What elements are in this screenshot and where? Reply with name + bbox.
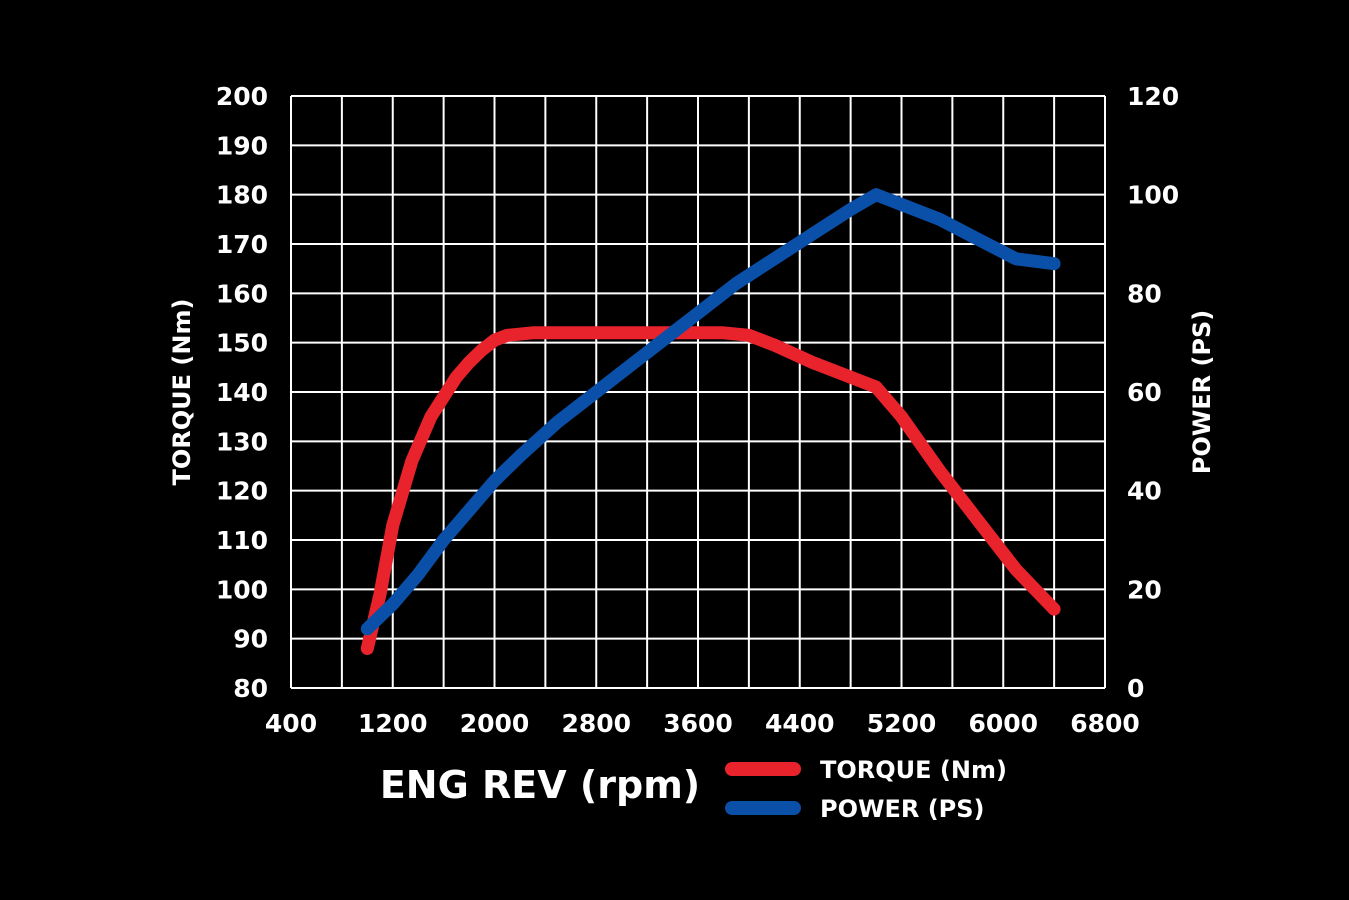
x-tick-label: 2800 bbox=[561, 709, 631, 738]
legend: TORQUE (Nm) POWER (PS) bbox=[725, 756, 1007, 823]
y-left-axis-title: TORQUE (Nm) bbox=[168, 299, 196, 486]
x-tick-label: 6800 bbox=[1070, 709, 1140, 738]
y-left-tick-label: 180 bbox=[216, 181, 268, 210]
y-right-tick-label: 120 bbox=[1127, 82, 1179, 111]
y-right-tick-label: 40 bbox=[1127, 477, 1162, 506]
y-right-tick-label: 80 bbox=[1127, 279, 1162, 308]
grid bbox=[290, 95, 1106, 689]
power-line bbox=[360, 188, 1061, 636]
legend-label-power: POWER (PS) bbox=[820, 795, 985, 823]
x-tick-label: 1200 bbox=[358, 709, 428, 738]
torque-line bbox=[360, 326, 1061, 655]
y-left-tick-label: 200 bbox=[216, 82, 268, 111]
y-right-tick-label: 0 bbox=[1127, 674, 1144, 703]
y-left-tick-label: 90 bbox=[233, 625, 268, 654]
y-left-tick-label: 110 bbox=[216, 526, 268, 555]
y-left-tick-label: 190 bbox=[216, 131, 268, 160]
x-axis-title: ENG REV (rpm) bbox=[380, 763, 700, 807]
x-tick-label: 3600 bbox=[663, 709, 733, 738]
y-left-tick-label: 100 bbox=[216, 575, 268, 604]
x-tick-label: 400 bbox=[265, 709, 317, 738]
y-right-tick-label: 60 bbox=[1127, 378, 1162, 407]
y-left-tick-label: 150 bbox=[216, 329, 268, 358]
x-tick-label: 4400 bbox=[765, 709, 835, 738]
legend-label-torque: TORQUE (Nm) bbox=[820, 756, 1007, 784]
x-tick-label: 2000 bbox=[460, 709, 530, 738]
y-left-tick-label: 80 bbox=[233, 674, 268, 703]
y-left-tick-label: 120 bbox=[216, 477, 268, 506]
tick-labels: 2001901801701601501401301201101009080120… bbox=[216, 82, 1179, 738]
y-right-tick-label: 20 bbox=[1127, 575, 1162, 604]
y-right-axis-title: POWER (PS) bbox=[1188, 310, 1216, 475]
y-left-tick-label: 170 bbox=[216, 230, 268, 259]
y-left-tick-label: 160 bbox=[216, 279, 268, 308]
x-tick-label: 5200 bbox=[867, 709, 937, 738]
y-left-tick-label: 130 bbox=[216, 427, 268, 456]
y-right-tick-label: 100 bbox=[1127, 181, 1179, 210]
y-left-tick-label: 140 bbox=[216, 378, 268, 407]
series-lines bbox=[360, 188, 1061, 655]
x-tick-label: 6000 bbox=[968, 709, 1038, 738]
